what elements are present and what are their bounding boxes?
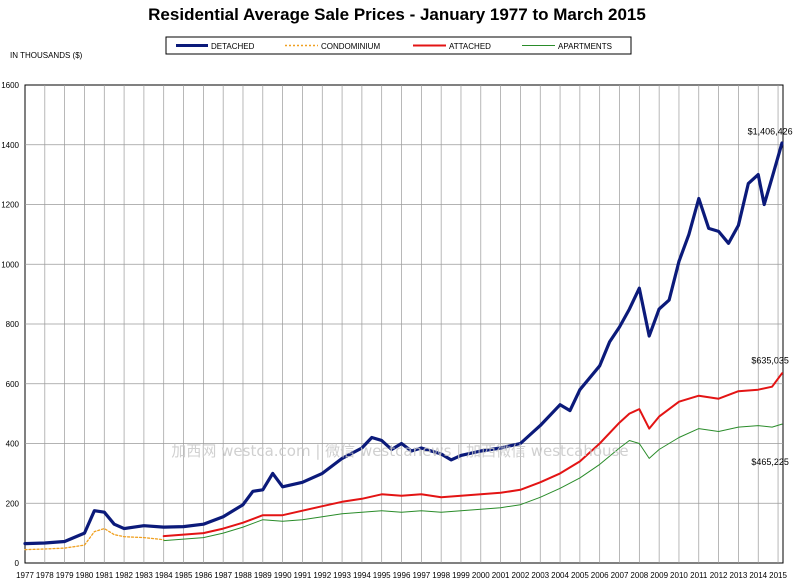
x-tick-label: 1995 [373,571,391,580]
x-tick-label: 2000 [472,571,490,580]
y-axis-unit-label: IN THOUSANDS ($) [10,51,83,60]
x-tick-label: 2002 [512,571,530,580]
data-label: $1,406,426 [748,126,793,136]
x-tick-label: 1991 [294,571,312,580]
data-label: $465,225 [751,457,789,467]
x-tick-label: 1984 [155,571,173,580]
legend-label-detached: DETACHED [211,42,255,51]
x-tick-label: 2015 [769,571,787,580]
x-tick-label: 1981 [95,571,113,580]
x-tick-label: 1989 [254,571,272,580]
watermark: 加西网 westca.com | 微信 westcanews | 加西微信 we… [171,442,628,460]
x-tick-label: 1982 [115,571,133,580]
x-tick-label: 2001 [492,571,510,580]
x-tick-label: 1986 [194,571,212,580]
x-tick-label: 1998 [432,571,450,580]
x-tick-label: 1999 [452,571,470,580]
x-tick-label: 1979 [56,571,74,580]
y-tick-label: 0 [15,559,20,568]
x-tick-label: 1983 [135,571,153,580]
x-tick-label: 2005 [571,571,589,580]
x-tick-label: 1988 [234,571,252,580]
x-tick-label: 2006 [591,571,609,580]
data-label: $635,035 [751,355,789,365]
x-tick-label: 1985 [175,571,193,580]
series-line-apartments [163,423,783,542]
x-tick-label: 2014 [749,571,767,580]
x-tick-label: 2009 [650,571,668,580]
x-tick-label: 1992 [313,571,331,580]
x-tick-label: 2010 [670,571,688,580]
y-tick-label: 400 [6,440,20,449]
y-tick-label: 600 [6,380,20,389]
x-tick-label: 2013 [730,571,748,580]
x-tick-label: 1987 [214,571,232,580]
x-tick-label: 2003 [531,571,549,580]
x-tick-label: 2008 [630,571,648,580]
x-tick-label: 1977 [16,571,34,580]
y-tick-label: 200 [6,499,20,508]
y-tick-label: 1400 [1,141,19,150]
x-tick-label: 2007 [611,571,629,580]
x-tick-label: 1996 [393,571,411,580]
x-tick-label: 1994 [353,571,371,580]
series-line-detached [23,141,784,546]
x-tick-label: 2004 [551,571,569,580]
legend-label-condominium: CONDOMINIUM [321,42,380,51]
x-tick-label: 1993 [333,571,351,580]
x-tick-label: 1980 [76,571,94,580]
legend-label-apartments: APARTMENTS [558,42,612,51]
legend: DETACHED CONDOMINIUM ATTACHED APARTMENTS [165,36,632,55]
legend-label-attached: ATTACHED [449,42,491,51]
x-tick-label: 1997 [412,571,430,580]
y-tick-label: 800 [6,320,20,329]
y-tick-label: 1000 [1,260,19,269]
x-tick-label: 1990 [274,571,292,580]
y-tick-label: 1600 [1,81,19,90]
chart-title: Residential Average Sale Prices - Januar… [148,5,646,24]
series-line-attached [162,372,783,538]
x-tick-label: 1978 [36,571,54,580]
x-tick-label: 2012 [710,571,728,580]
y-tick-label: 1200 [1,201,19,210]
x-tick-label: 2011 [690,571,708,580]
series-line-condominium [24,527,165,551]
